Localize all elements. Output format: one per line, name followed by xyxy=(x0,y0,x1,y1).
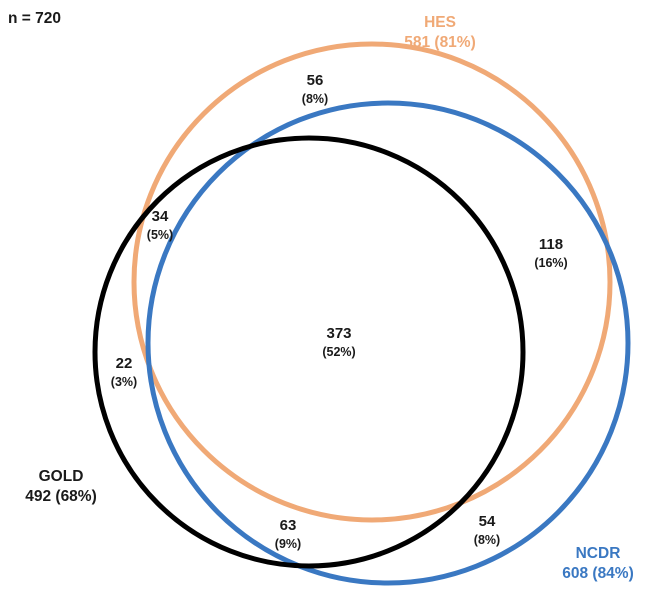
hes-circle xyxy=(131,41,613,523)
hes-set-name: HES xyxy=(424,14,456,31)
region-hes-ncdr-count: 118 xyxy=(539,236,563,253)
ncdr-set-name: NCDR xyxy=(576,545,621,562)
region-hes-only-percent: (8%) xyxy=(302,92,328,106)
gold-circle xyxy=(92,135,526,569)
region-all-three-percent: (52%) xyxy=(322,345,355,359)
ncdr-circle xyxy=(145,100,631,586)
region-ncdr-only-percent: (8%) xyxy=(474,533,500,547)
gold-set-name: GOLD xyxy=(39,468,84,485)
region-all-three-count: 373 xyxy=(326,325,351,342)
region-gold-ncdr-count: 63 xyxy=(280,517,297,534)
region-gold-only-percent: (3%) xyxy=(111,375,137,389)
region-gold-hes-count: 34 xyxy=(152,208,169,225)
ncdr-set-count: 608 (84%) xyxy=(562,565,634,582)
region-ncdr-only-count: 54 xyxy=(479,513,496,530)
region-gold-ncdr-percent: (9%) xyxy=(275,537,301,551)
region-hes-ncdr-percent: (16%) xyxy=(534,256,567,270)
region-gold-hes-percent: (5%) xyxy=(147,228,173,242)
region-hes-only-count: 56 xyxy=(307,72,324,89)
hes-set-count: 581 (81%) xyxy=(404,34,476,51)
region-gold-only-count: 22 xyxy=(116,355,133,372)
total-label: n = 720 xyxy=(8,10,61,27)
gold-set-count: 492 (68%) xyxy=(25,488,97,505)
